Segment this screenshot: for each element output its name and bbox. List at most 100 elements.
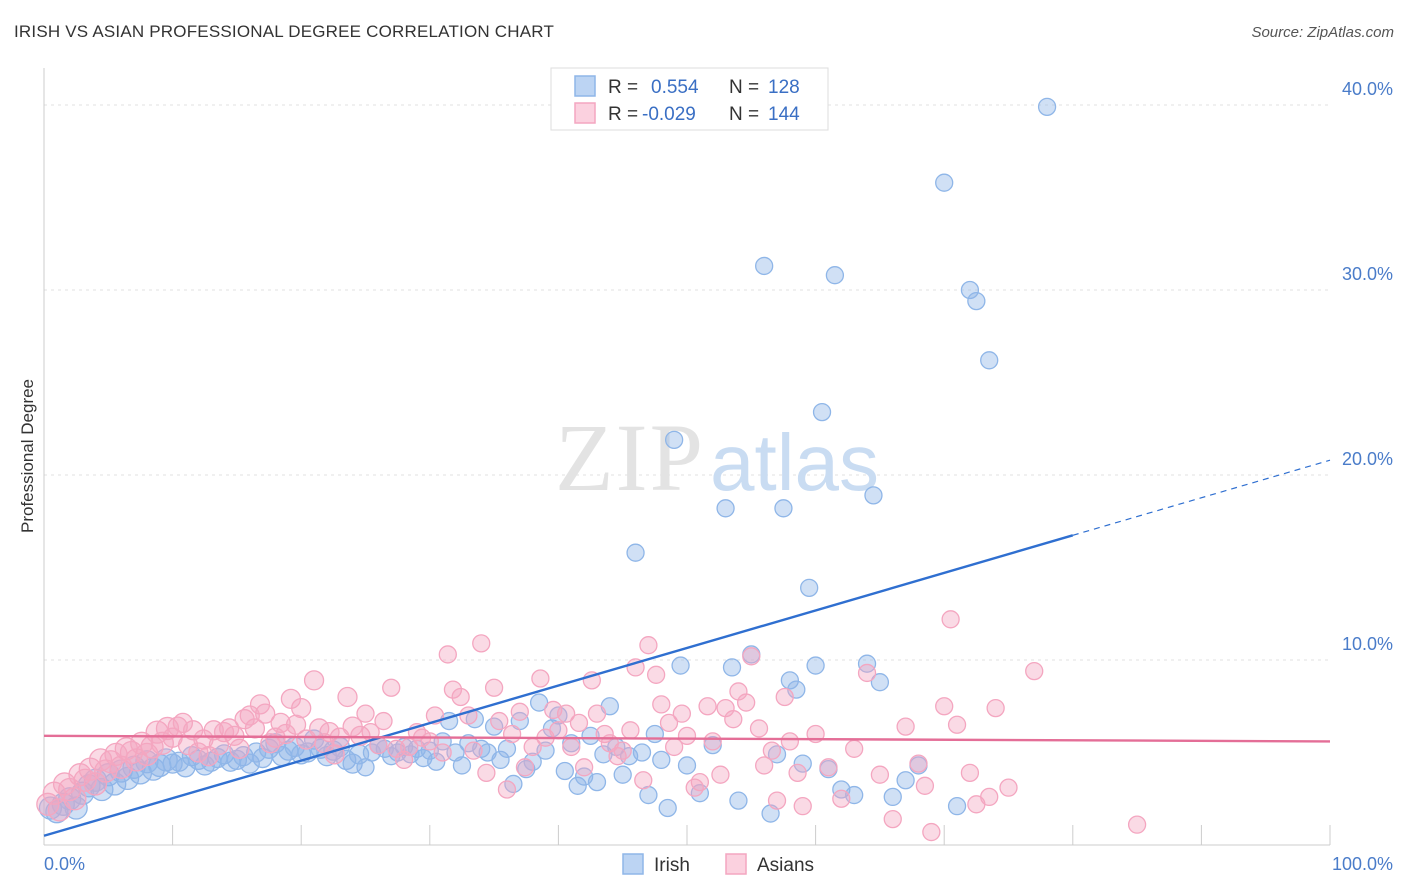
point-irish-122	[870, 673, 890, 692]
point-asians-31	[198, 746, 219, 767]
point-asians-132	[845, 739, 864, 758]
point-asians-127	[788, 763, 807, 782]
point-irish-97	[664, 430, 684, 450]
point-asians-0	[36, 792, 60, 816]
point-asians-119	[737, 693, 756, 712]
point-asians-144	[999, 778, 1018, 797]
point-asians-104	[639, 636, 658, 655]
point-irish-82	[568, 776, 587, 795]
trend-line-irish-extension	[1072, 459, 1331, 536]
point-irish-106	[755, 256, 774, 276]
point-irish-128	[960, 280, 980, 300]
point-irish-104	[729, 791, 748, 810]
data-points	[36, 97, 1147, 842]
point-asians-37	[229, 738, 250, 759]
point-asians-100	[613, 741, 632, 760]
legend-n-value-irish: 128	[768, 77, 800, 98]
point-asians-135	[883, 809, 902, 829]
point-asians-5	[63, 787, 87, 811]
legend-n-label-asians: N =	[729, 104, 759, 125]
svg-text:ZIP: ZIP	[555, 404, 705, 511]
point-irish-69	[484, 717, 504, 736]
point-irish-103	[722, 658, 742, 677]
point-asians-22	[150, 731, 174, 755]
point-irish-91	[626, 543, 645, 562]
point-asians-141	[960, 763, 980, 782]
point-asians-145	[1025, 661, 1044, 681]
point-irish-4	[64, 796, 88, 820]
point-asians-60	[356, 704, 375, 723]
y-tick-label-20: 20.0%	[1342, 449, 1393, 469]
x-tick-label-max: 100.0%	[1332, 854, 1393, 874]
point-asians-114	[703, 732, 722, 751]
point-asians-107	[659, 713, 679, 733]
bottom-legend-swatch-irish	[622, 853, 644, 875]
point-asians-140	[947, 715, 967, 734]
point-irish-127	[947, 797, 967, 816]
legend-n-label-irish: N =	[729, 77, 759, 98]
chart-title: IRISH VS ASIAN PROFESSIONAL DEGREE CORRE…	[14, 22, 555, 41]
point-irish-98	[671, 656, 690, 675]
point-irish-60	[427, 752, 446, 771]
bottom-legend-label-asians: Asians	[757, 855, 814, 876]
point-irish-131	[1037, 97, 1057, 116]
point-asians-41	[249, 694, 271, 715]
point-irish-109	[774, 499, 793, 518]
point-asians-138	[922, 822, 941, 842]
trend-lines	[43, 459, 1331, 837]
point-asians-103	[634, 771, 653, 790]
point-irish-112	[793, 754, 812, 773]
point-irish-80	[555, 761, 574, 781]
y-tick-label-10: 10.0%	[1342, 634, 1393, 654]
point-irish-110	[780, 671, 800, 690]
point-irish-130	[980, 351, 999, 370]
point-irish-92	[632, 743, 652, 762]
point-asians-78	[472, 634, 491, 653]
point-irish-94	[645, 724, 664, 744]
point-asians-39	[239, 705, 260, 726]
point-irish-117	[825, 266, 845, 285]
series-asians-points	[36, 610, 1147, 842]
point-irish-89	[613, 765, 632, 784]
point-irish-46	[336, 749, 357, 771]
point-asians-106	[652, 695, 671, 714]
point-irish-31	[239, 753, 260, 774]
grid-lines	[44, 104, 1330, 661]
point-irish-96	[658, 798, 677, 818]
y-tick-label-30: 30.0%	[1342, 264, 1393, 284]
point-asians-81	[490, 711, 509, 731]
trend-line-asians	[43, 734, 1331, 743]
point-asians-149	[967, 795, 986, 814]
point-irish-76	[529, 693, 549, 712]
point-asians-79	[477, 763, 496, 782]
point-irish-124	[896, 771, 915, 790]
point-asians-122	[755, 756, 774, 775]
point-asians-93	[569, 713, 589, 733]
point-asians-133	[857, 663, 877, 683]
point-irish-113	[800, 578, 819, 597]
y-axis-tick-labels: 10.0% 20.0% 30.0% 40.0%	[1342, 79, 1393, 654]
bottom-legend-swatch-asians	[725, 853, 747, 875]
point-irish-64	[452, 756, 472, 775]
point-asians-72	[433, 743, 452, 762]
point-irish-70	[491, 750, 510, 770]
point-asians-59	[350, 725, 371, 746]
point-asians-94	[574, 758, 594, 777]
point-asians-26	[172, 712, 194, 734]
point-asians-92	[562, 737, 581, 757]
point-asians-101	[621, 721, 640, 740]
point-irish-12	[115, 766, 140, 791]
legend-swatch-asians	[574, 102, 596, 124]
point-asians-123	[762, 741, 782, 760]
point-irish-99	[677, 756, 697, 775]
point-asians-126	[780, 732, 800, 751]
point-asians-136	[896, 717, 915, 736]
point-asians-96	[587, 704, 607, 723]
point-asians-112	[690, 772, 710, 792]
point-asians-49	[291, 697, 312, 719]
point-asians-110	[677, 726, 697, 745]
point-asians-120	[742, 647, 761, 666]
source-credit: Source: ZipAtlas.com	[1251, 24, 1394, 41]
point-asians-83	[502, 724, 522, 744]
point-asians-73	[438, 645, 457, 664]
